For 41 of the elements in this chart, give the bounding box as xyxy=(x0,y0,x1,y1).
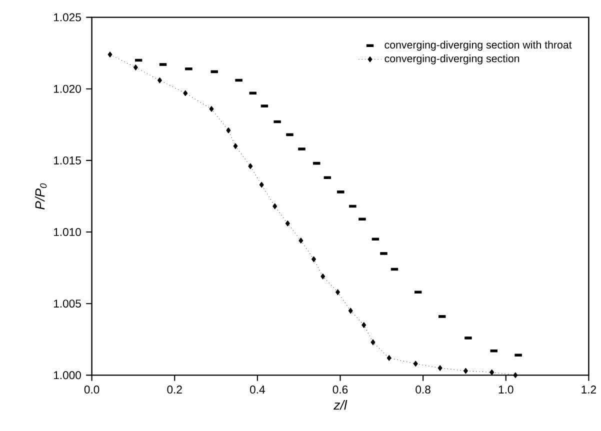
point xyxy=(320,273,326,280)
point xyxy=(272,203,278,210)
x-tick-label: 0.4 xyxy=(250,386,265,394)
x-tick-label: 1.2 xyxy=(582,386,596,394)
y-tick-label: 1.015 xyxy=(54,156,81,164)
legend-label: converging-diverging section with throat xyxy=(384,40,572,51)
point xyxy=(463,368,468,374)
point xyxy=(233,143,238,150)
x-tick-label: 0.2 xyxy=(167,386,182,394)
point xyxy=(336,289,340,296)
point xyxy=(226,127,231,134)
x-axis-title: z/l xyxy=(334,400,348,410)
point xyxy=(108,52,112,58)
point xyxy=(285,220,290,226)
point xyxy=(311,256,316,262)
point xyxy=(157,77,162,84)
point xyxy=(133,64,138,70)
point xyxy=(438,365,442,371)
x-tick-label: 0.0 xyxy=(84,386,100,394)
point xyxy=(362,322,366,328)
x-tick-label: 0.8 xyxy=(416,386,430,394)
x-tick-label: 1.0 xyxy=(498,386,514,394)
y-tick-label: 1.010 xyxy=(54,228,81,236)
point xyxy=(386,355,392,361)
point xyxy=(259,182,264,188)
point xyxy=(370,339,376,346)
y-axis-title: P/P$_{0}$ xyxy=(34,183,47,210)
point xyxy=(209,106,214,112)
point xyxy=(183,90,188,96)
x-tick-label: 0.6 xyxy=(332,386,348,394)
legend-label: converging-diverging section xyxy=(384,54,520,64)
point xyxy=(348,308,353,314)
y-tick-label: 1.025 xyxy=(54,13,81,22)
y-tick-label: 1.000 xyxy=(54,371,81,380)
point xyxy=(248,163,253,170)
point xyxy=(413,360,418,367)
point xyxy=(298,238,304,244)
y-tick-label: 1.020 xyxy=(54,84,81,93)
y-tick-label: 1.005 xyxy=(54,300,81,308)
point xyxy=(490,369,494,376)
point xyxy=(513,372,518,378)
